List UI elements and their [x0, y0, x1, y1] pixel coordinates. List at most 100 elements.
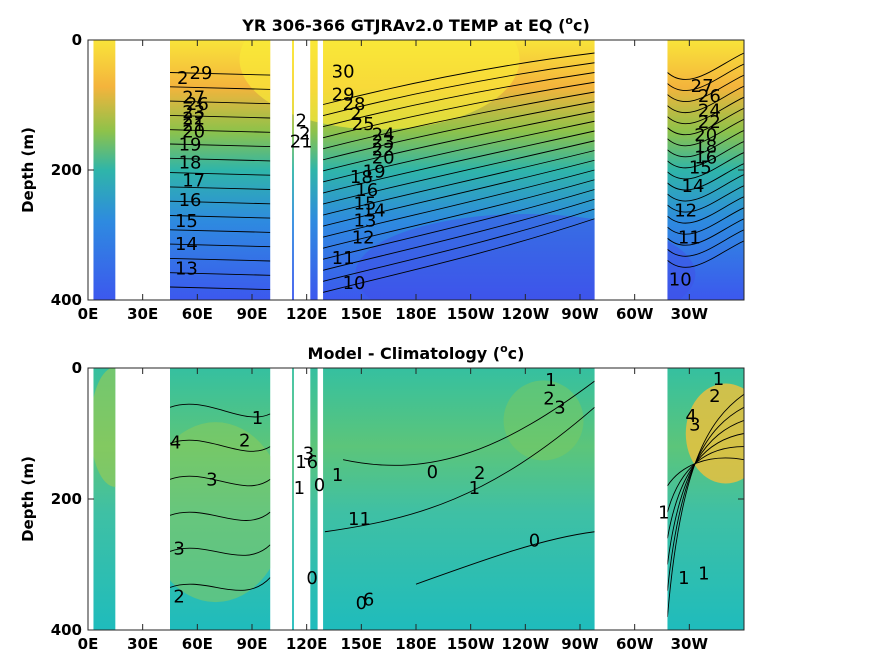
contour-line	[321, 140, 595, 205]
x-tick-label: 0E	[78, 305, 99, 323]
field	[93, 368, 745, 630]
contour-line	[321, 169, 595, 239]
contour-line	[667, 63, 745, 91]
contour-label: 1	[469, 478, 480, 499]
x-tick-label: 90E	[236, 635, 267, 653]
x-tick-label: 0E	[78, 635, 99, 653]
contour-line	[667, 74, 745, 102]
contour-line	[169, 577, 271, 591]
warm-anomaly	[503, 380, 584, 461]
contour-label: 29	[190, 63, 213, 84]
contour-label: 16	[355, 180, 378, 201]
contour-label: 10	[669, 270, 692, 291]
contour-label: 19	[363, 162, 386, 183]
contour-line	[169, 229, 271, 233]
contour-line	[321, 179, 595, 250]
x-tick-label: 30E	[127, 305, 158, 323]
contour-line	[169, 215, 271, 219]
contour-line	[667, 140, 745, 169]
contour-label: 22	[182, 108, 205, 129]
contour-label: 3	[206, 470, 217, 491]
contour-label: 27	[691, 76, 714, 97]
contour-label: 16	[179, 190, 202, 211]
contour-label: 18	[694, 136, 717, 157]
contour-label: 11	[332, 248, 355, 269]
contour-line	[343, 380, 595, 466]
contour-line	[169, 86, 271, 90]
contour-line	[321, 91, 595, 150]
contour-label: 22	[372, 140, 395, 161]
contour-label: 13	[354, 210, 377, 231]
x-tick-label: 90W	[561, 305, 599, 323]
contour-line	[667, 419, 745, 565]
contour-line	[321, 130, 595, 194]
contour-line	[169, 143, 271, 148]
x-tick-label: 30W	[671, 305, 709, 323]
contour-label: 1	[294, 478, 305, 499]
contour-label: 14	[682, 176, 705, 197]
contour-line	[324, 406, 595, 533]
contour-line	[667, 85, 745, 113]
chart-title-main: Model - Climatology (	[308, 344, 501, 363]
contour-label: 2	[295, 110, 306, 131]
contour-label: 15	[689, 158, 712, 179]
contour-label: 20	[182, 121, 205, 142]
contour-line	[667, 185, 745, 213]
x-tick-label: 60W	[616, 635, 654, 653]
contour-label: 10	[343, 273, 366, 294]
contour-label: 24	[698, 101, 721, 122]
contour-label: 25	[352, 114, 375, 135]
contour-line	[667, 107, 745, 136]
x-tick-label: 120E	[286, 635, 328, 653]
contour-label: 2	[299, 123, 310, 144]
contour-line	[667, 218, 745, 246]
contour-label: 21	[182, 115, 205, 136]
contour-label: 0	[529, 531, 540, 552]
contour-line	[321, 62, 595, 117]
contour-line	[321, 81, 595, 139]
contour-line	[321, 159, 595, 227]
contour-label: 21	[290, 132, 313, 153]
contour-line	[667, 118, 745, 147]
contour-label: 2	[173, 586, 184, 607]
contour-label: 2	[177, 68, 188, 89]
contour-label: 3	[689, 415, 700, 436]
contour-line	[169, 186, 271, 190]
y-tick-label: 400	[51, 291, 82, 309]
temperature-panel: 2922726232221201918171615141330292822524…	[19, 14, 745, 323]
contour-label: 15	[175, 211, 198, 232]
y-tick-label: 0	[72, 31, 82, 49]
contour-line	[667, 174, 745, 202]
contour-line	[667, 446, 745, 513]
chart-title-main: YR 306-366 GTJRAv2.0 TEMP at EQ (	[241, 16, 565, 35]
contour-label: 1	[332, 465, 343, 486]
contour-line	[169, 114, 271, 119]
contour-label: 3	[303, 443, 314, 464]
contour-line	[169, 200, 271, 205]
contour-label: 27	[182, 88, 205, 109]
x-tick-label: 120E	[286, 305, 328, 323]
x-tick-label: 60W	[616, 305, 654, 323]
contour-line	[667, 240, 745, 268]
contour-label: 1	[545, 370, 556, 391]
contour-label: 3	[173, 538, 184, 559]
contour-line	[169, 544, 271, 556]
chart-title-sup: o	[500, 342, 508, 355]
y-tick-label: 200	[51, 490, 82, 508]
contour-label: 2	[350, 104, 361, 125]
contour-label: 19	[179, 134, 202, 155]
x-tick-label: 150W	[447, 305, 495, 323]
y-tick-label: 400	[51, 621, 82, 639]
contour-line	[321, 111, 595, 172]
contour-label: 4	[170, 432, 181, 453]
contour-label: 22	[698, 112, 721, 133]
chart-title-unit: c)	[508, 344, 525, 363]
contour-label: 15	[354, 193, 377, 214]
contour-label: 17	[182, 171, 205, 192]
contour-label: 20	[694, 125, 717, 146]
chart-title-unit: c)	[573, 16, 590, 35]
contour-label: 0	[314, 475, 325, 496]
contour-label: 4	[685, 406, 696, 427]
contour-label: 2	[239, 430, 250, 451]
warm-anomaly	[93, 368, 141, 487]
